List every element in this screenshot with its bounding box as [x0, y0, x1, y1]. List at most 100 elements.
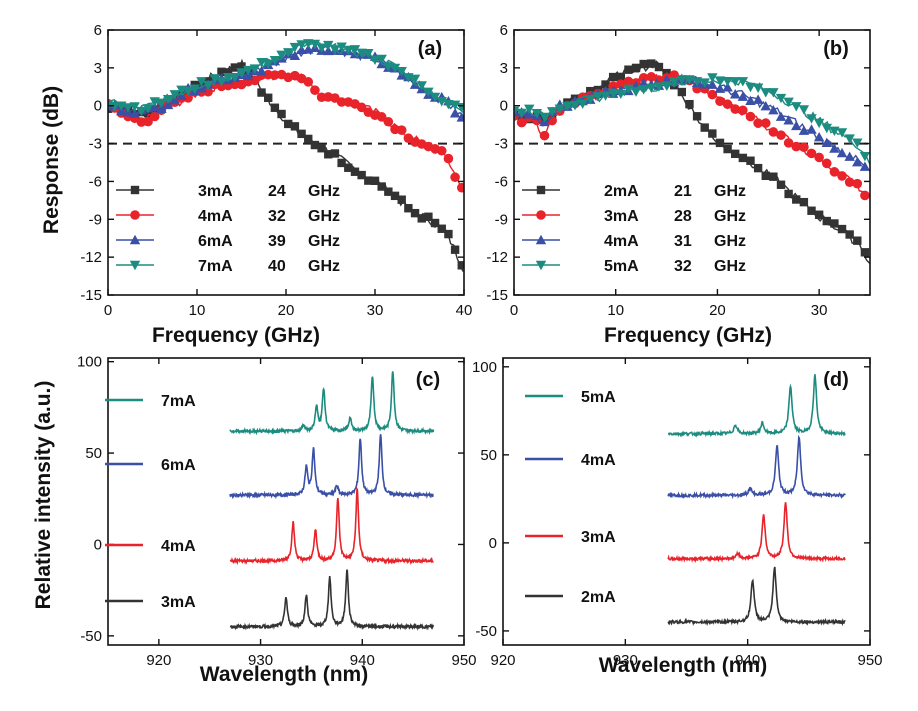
legend-current: 4mA: [198, 208, 233, 225]
data-point: [577, 99, 588, 109]
data-point: [343, 45, 354, 56]
data-point: [623, 84, 634, 95]
data-point: [669, 77, 680, 87]
data-point: [860, 248, 870, 257]
data-point: [336, 42, 347, 52]
data-point: [714, 76, 726, 86]
data-point: [330, 149, 340, 158]
plot-area: [667, 374, 846, 627]
data-point: [722, 76, 733, 87]
panel-label: (c): [416, 369, 440, 391]
legend-bandwidth: 21: [674, 183, 692, 200]
data-point: [731, 149, 740, 159]
data-point: [791, 141, 802, 152]
data-point: [449, 100, 461, 111]
legend-label: 4mA: [581, 452, 616, 469]
data-point: [290, 122, 300, 131]
legend-unit: GHz: [308, 258, 340, 275]
data-point: [776, 180, 786, 189]
data-point: [684, 75, 695, 85]
data-point: [182, 86, 194, 97]
data-point: [798, 105, 810, 115]
data-point: [356, 48, 367, 59]
y-tick-label: -9: [495, 211, 508, 228]
data-point: [323, 45, 334, 56]
data-point: [676, 75, 688, 85]
data-point: [554, 104, 565, 114]
legend-bandwidth: 28: [674, 208, 692, 225]
spectrum-4mA: [667, 434, 846, 500]
legend-entry-6mA: 6mA: [105, 457, 196, 474]
legend-marker: [536, 210, 546, 220]
legend-entry-3mA: 3mA: [105, 594, 196, 611]
data-point: [654, 62, 664, 72]
y-tick-label: 50: [480, 447, 497, 464]
legend-label: 6mA: [161, 457, 196, 474]
legend-marker: [130, 210, 140, 220]
data-point: [844, 151, 855, 161]
data-point: [753, 163, 763, 173]
data-point: [737, 91, 749, 101]
data-point: [249, 64, 261, 74]
data-point: [310, 85, 320, 95]
data-point: [142, 104, 154, 114]
data-point: [638, 77, 649, 88]
data-point: [229, 73, 241, 83]
data-point: [745, 111, 756, 122]
data-point: [631, 63, 641, 73]
x-tick-label: 940: [735, 652, 760, 669]
data-point: [760, 118, 771, 128]
series-3mA: [514, 70, 870, 201]
spectrum-4mA: [229, 486, 434, 566]
data-point: [162, 95, 174, 105]
y-tick-label: -3: [495, 136, 508, 153]
data-point: [707, 79, 718, 89]
legend-label: 2mA: [581, 589, 616, 606]
chart-panel-4: 920 930 940 950 100 50 0 -50 (d) Wavelength (nm) 5…: [472, 357, 883, 677]
spectrum-7mA: [229, 371, 435, 436]
data-point: [829, 143, 840, 153]
data-point: [136, 106, 147, 117]
data-point: [436, 97, 447, 107]
data-point: [601, 80, 610, 89]
data-point: [752, 94, 764, 104]
data-point: [768, 88, 779, 98]
data-point: [384, 187, 393, 196]
data-point: [653, 82, 665, 92]
data-point: [176, 90, 187, 101]
data-point: [745, 95, 756, 106]
y-tick-label: 3: [94, 60, 102, 77]
data-point: [169, 90, 180, 100]
legend-entry-4mA: 4mA: [525, 452, 616, 469]
data-point: [821, 158, 832, 169]
y-tick-label: -9: [89, 211, 102, 228]
spectrum-2mA: [667, 566, 846, 627]
x-axis-label: Wavelength (nm): [599, 654, 767, 677]
series-5mA: [667, 374, 846, 438]
data-point: [859, 161, 870, 171]
series-line-3mA: [514, 71, 870, 197]
data-point: [296, 40, 307, 50]
x-tick-label: 950: [451, 652, 476, 669]
data-point: [791, 120, 802, 131]
data-point: [638, 73, 649, 83]
data-point: [242, 70, 254, 81]
series-7mA: [229, 371, 435, 436]
data-point: [760, 100, 771, 111]
legend-unit: GHz: [714, 258, 746, 275]
data-point: [344, 163, 353, 172]
data-point: [813, 118, 825, 129]
panel-label: (d): [823, 369, 849, 391]
data-point: [524, 104, 535, 115]
y-tick-label: 100: [77, 354, 102, 371]
data-point: [129, 108, 140, 119]
legend-marker: [129, 260, 141, 271]
data-point: [722, 99, 733, 110]
series-3mA: [229, 569, 435, 631]
data-point: [396, 66, 407, 77]
data-point: [409, 74, 421, 85]
data-point: [829, 167, 840, 177]
data-point: [456, 182, 464, 193]
x-tick-label: 0: [510, 302, 518, 319]
